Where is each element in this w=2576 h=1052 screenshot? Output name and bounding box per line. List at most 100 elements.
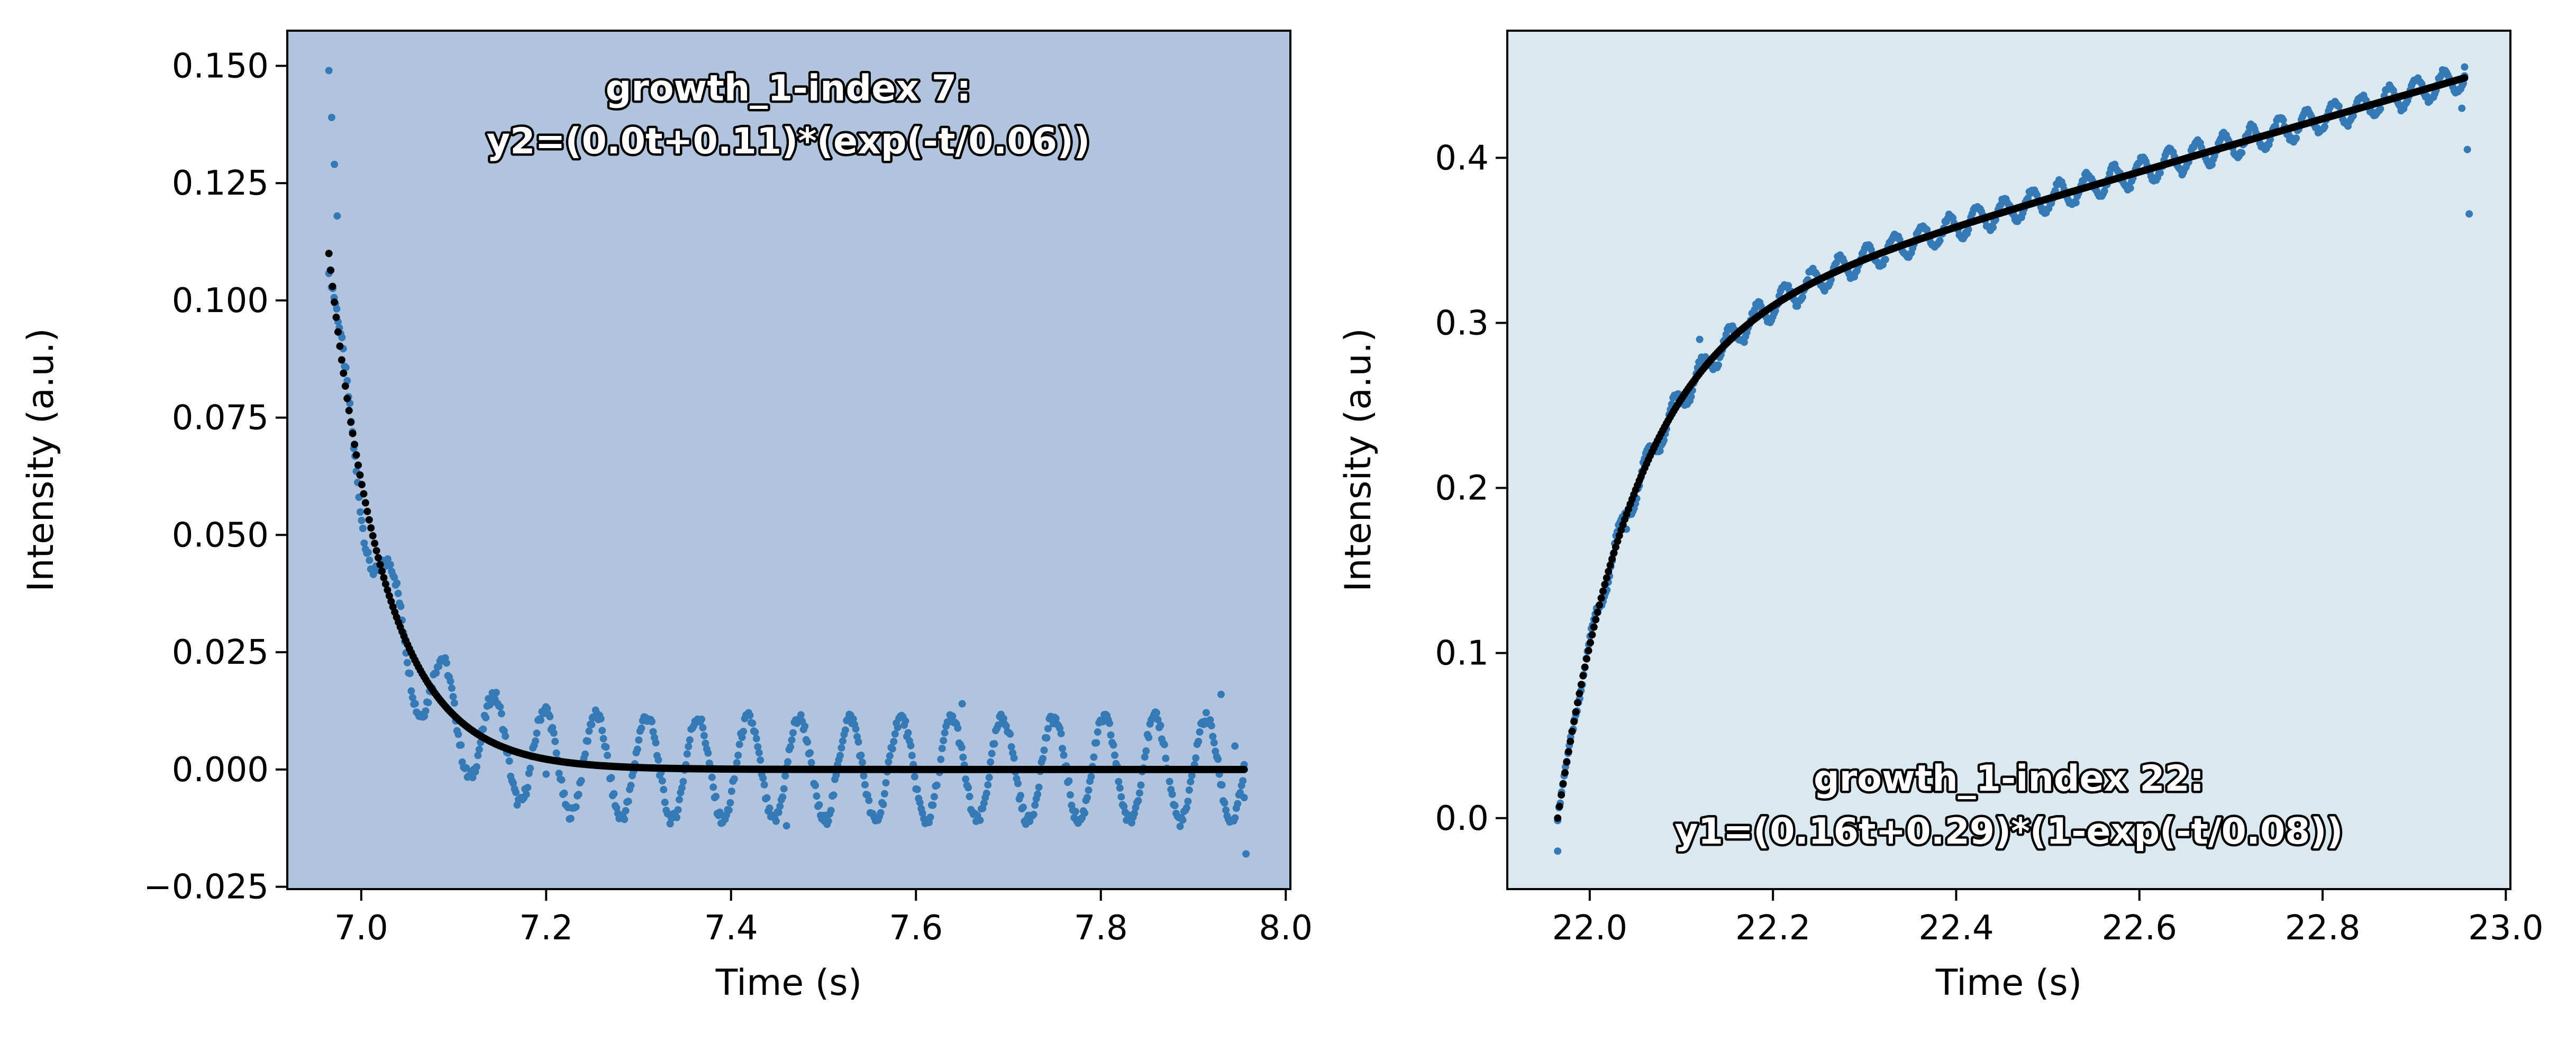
measured-point [987,758,995,766]
y-tick-label: 0.000 [172,751,269,790]
measured-point [406,670,414,678]
x-tick-label: 8.0 [1259,909,1313,948]
fit-point [1590,623,1598,631]
fit-point [334,328,342,336]
measured-point [879,800,887,808]
measured-point [1117,793,1125,801]
measured-point [2080,176,2088,184]
fit-point [340,369,348,377]
measured-point [394,590,402,598]
fit-point [356,471,364,479]
right-annotation-title: growth_1-index 22: [1814,758,2204,800]
fit-point [1240,765,1248,773]
measured-point [815,801,823,809]
measured-point [475,745,483,753]
fit-point [351,441,359,449]
measured-point [772,817,780,825]
measured-point [397,602,405,610]
measured-point [331,160,339,168]
fit-point [347,418,355,426]
measured-point [502,732,509,740]
fit-point [1586,638,1594,646]
fit-point [1568,727,1576,735]
measured-point [861,781,869,789]
fit-point [336,342,344,350]
measured-point [492,689,500,697]
fit-point [1558,791,1565,799]
measured-point [1989,224,1997,232]
y-tick-label: 0.150 [172,47,269,86]
x-tick-label: 23.0 [2468,909,2544,948]
measured-point [836,752,844,760]
fit-point [1606,561,1614,569]
measured-point [1785,282,1792,290]
measured-point [685,743,693,751]
measured-point [1007,743,1015,751]
fit-point [1608,555,1616,563]
measured-point [854,738,862,746]
measured-point [366,556,374,564]
measured-point [602,743,610,751]
measured-point [474,752,482,760]
measured-point [552,749,560,757]
measured-point [679,777,687,785]
measured-point [916,799,924,807]
y-tick-label: 0.025 [172,633,269,672]
measured-point [1153,709,1161,717]
y-tick-label: 0.125 [172,164,269,203]
measured-point [1171,802,1179,810]
y-tick-label: 0.3 [1435,304,1489,343]
measured-point [1052,715,1060,722]
measured-point [432,669,440,677]
measured-point [1740,339,1748,346]
measured-point [751,728,759,736]
measured-point [877,809,885,817]
measured-point [497,710,505,718]
measured-point [2100,187,2108,195]
measured-point [424,699,432,707]
measured-point [1017,792,1025,800]
measured-point [938,745,946,753]
measured-point [407,687,415,695]
fit-point [385,592,393,600]
measured-point [885,758,893,766]
measured-point [1035,783,1043,791]
measured-point [1188,772,1196,780]
fit-point [1576,690,1583,698]
measured-point [757,756,764,764]
measured-point [364,548,372,556]
measured-point [560,789,568,797]
fit-point [1555,802,1563,810]
measured-point [1687,393,1695,401]
measured-point [479,725,487,733]
measured-point [959,753,967,761]
measured-point [673,813,681,821]
x-tick-label: 22.0 [1552,909,1628,948]
fit-point [1583,655,1591,663]
measured-point [1039,755,1047,763]
fit-point [325,250,333,258]
measured-point [1084,793,1091,801]
measured-point [891,730,899,738]
measured-point [454,730,462,738]
measured-point [577,776,585,784]
measured-point [638,724,645,732]
measured-point [760,781,768,789]
fit-point [380,574,388,582]
measured-point [621,816,629,824]
measured-point [683,750,691,758]
measured-point [839,737,846,745]
measured-point [1192,754,1200,762]
measured-point [1881,255,1889,263]
measured-point [966,792,973,800]
measured-point [1081,809,1089,817]
measured-point [1043,734,1051,742]
fit-point [360,490,368,498]
measured-point [524,783,532,791]
measured-point [755,749,763,757]
measured-point [832,771,840,779]
measured-point [654,756,662,764]
measured-point [865,797,873,804]
measured-point [533,729,541,737]
measured-point [788,736,796,744]
